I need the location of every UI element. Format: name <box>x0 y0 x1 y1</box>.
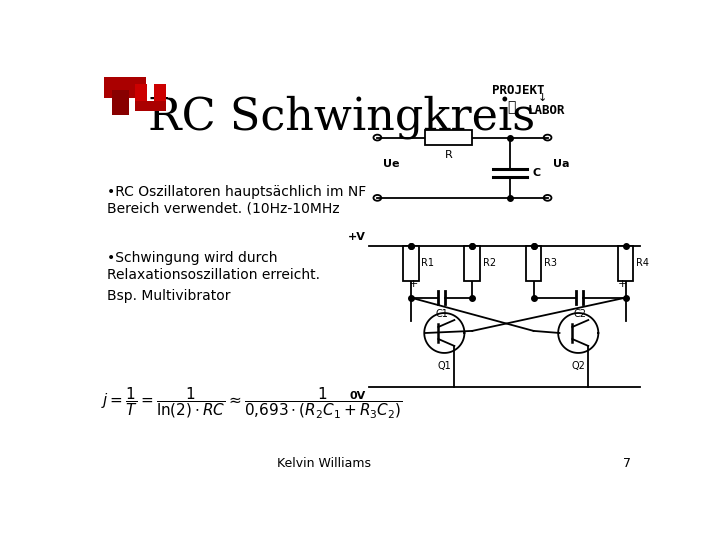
Text: +: + <box>409 279 418 289</box>
Text: RC Schwingkreis: RC Schwingkreis <box>148 95 535 139</box>
Text: 0V: 0V <box>350 391 366 401</box>
Text: Kelvin Williams: Kelvin Williams <box>277 457 372 470</box>
Text: ↓: ↓ <box>537 93 546 103</box>
Text: Bereich verwendet. (10Hz-10MHz: Bereich verwendet. (10Hz-10MHz <box>107 201 339 215</box>
Bar <box>464 246 480 281</box>
Text: R3: R3 <box>544 258 557 268</box>
Text: C1: C1 <box>435 309 448 319</box>
Text: +V: +V <box>348 232 366 241</box>
Bar <box>135 84 147 111</box>
Text: •Schwingung wird durch: •Schwingung wird durch <box>107 251 277 265</box>
Bar <box>154 84 166 111</box>
Bar <box>112 90 129 114</box>
Text: Ue: Ue <box>383 159 400 168</box>
Text: Relaxationsoszillation erreicht.: Relaxationsoszillation erreicht. <box>107 268 320 282</box>
Text: 7: 7 <box>624 457 631 470</box>
Text: Q2: Q2 <box>571 361 585 372</box>
Text: +: + <box>618 279 628 289</box>
Text: Ua: Ua <box>553 159 570 168</box>
Text: Q1: Q1 <box>438 361 451 372</box>
Bar <box>104 77 145 98</box>
Text: R4: R4 <box>636 258 649 268</box>
Text: R2: R2 <box>483 258 496 268</box>
Text: C: C <box>532 168 540 178</box>
Text: PROJEKT: PROJEKT <box>492 84 544 97</box>
Text: Bsp. Multivibrator: Bsp. Multivibrator <box>107 288 230 302</box>
Bar <box>135 102 166 111</box>
Bar <box>425 130 472 145</box>
Text: C2: C2 <box>573 309 586 319</box>
Text: ⏚: ⏚ <box>507 100 516 114</box>
Bar <box>618 246 634 281</box>
Text: •RC Oszillatoren hauptsächlich im NF: •RC Oszillatoren hauptsächlich im NF <box>107 185 366 199</box>
Text: LABOR: LABOR <box>528 104 565 117</box>
Text: R: R <box>445 151 452 160</box>
Bar <box>526 246 541 281</box>
Text: $j = \dfrac{1}{T} = \dfrac{1}{\ln(2) \cdot RC} \approx \dfrac{1}{0{,}693 \cdot (: $j = \dfrac{1}{T} = \dfrac{1}{\ln(2) \cd… <box>101 386 403 421</box>
Text: R1: R1 <box>421 258 434 268</box>
Text: berlin: berlin <box>168 91 192 100</box>
Bar <box>403 246 418 281</box>
